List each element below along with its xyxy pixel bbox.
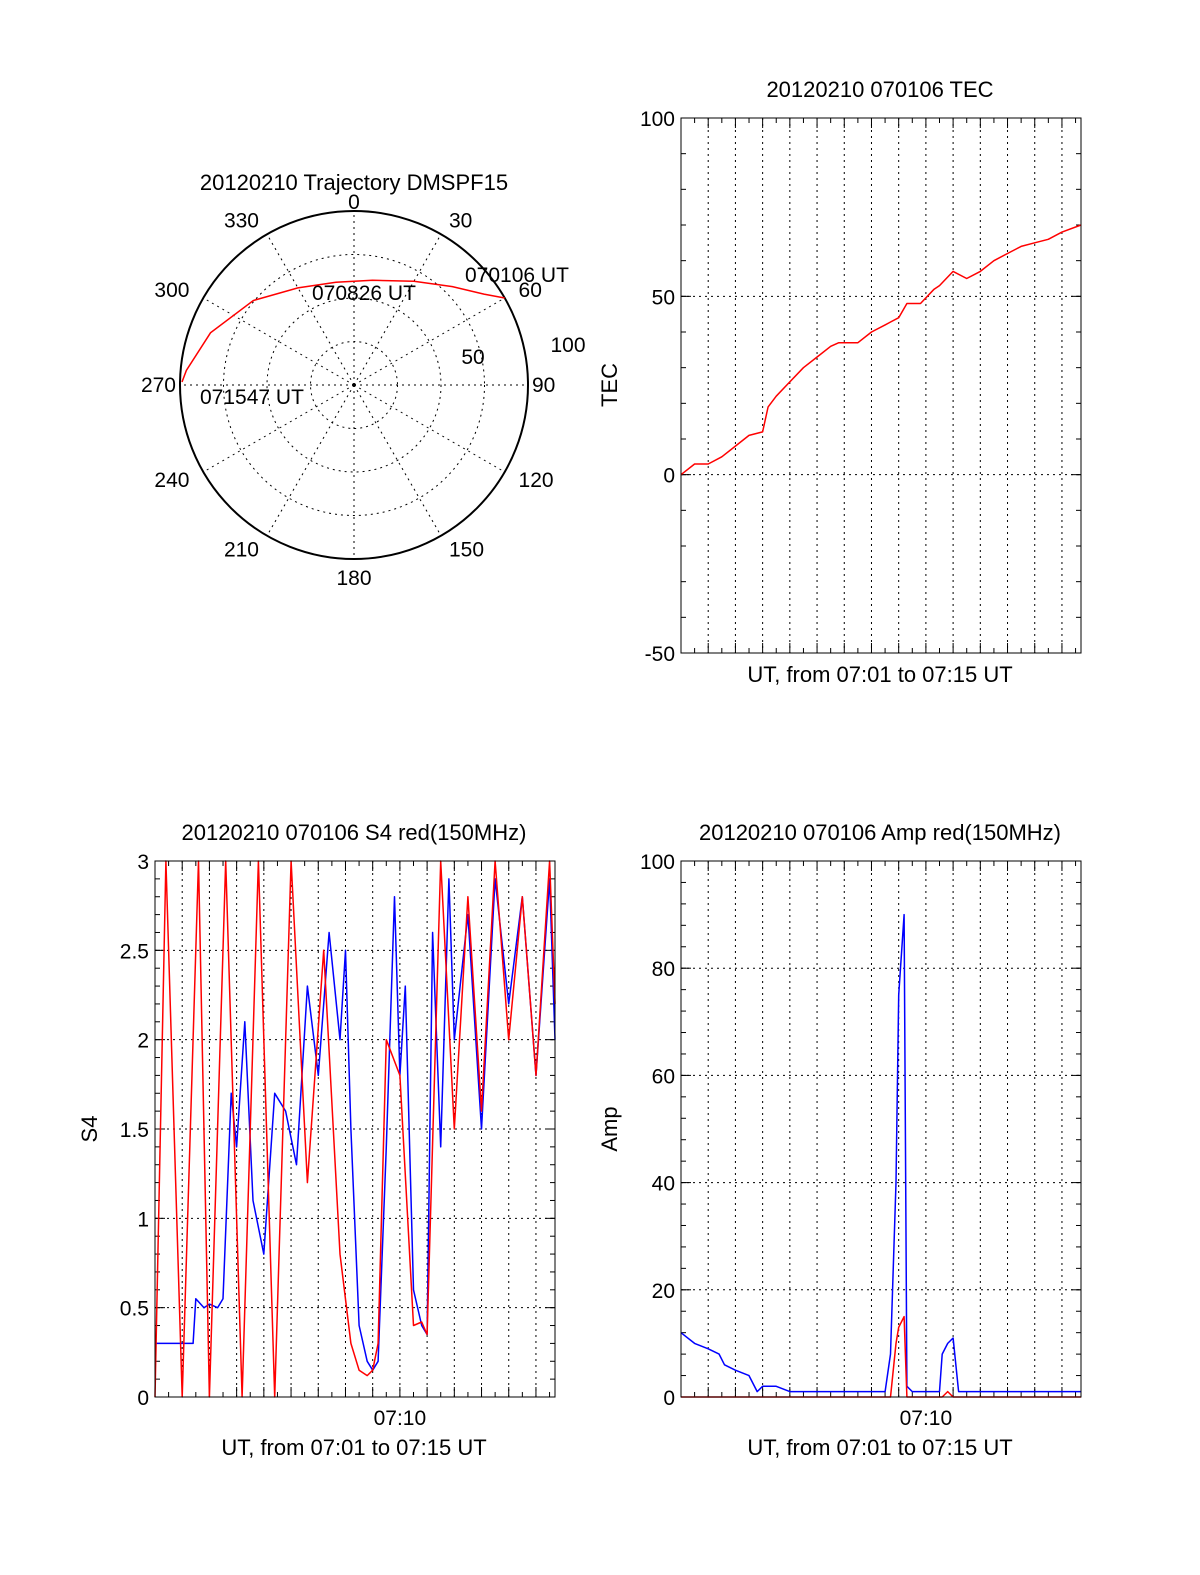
azimuth-label-240: 240: [154, 469, 189, 492]
s4-y-axis-label: S4: [77, 1116, 102, 1143]
polar-spoke-330: [266, 234, 355, 386]
tec-chart-title: 20120210 070106 TEC: [766, 77, 993, 102]
amp-ytick-label-2: 40: [652, 1173, 675, 1196]
polar-radial-labels: 50 100: [461, 334, 585, 369]
azimuth-label-270: 270: [141, 374, 176, 397]
tec-ytick-label-2: 50: [652, 286, 675, 309]
amp-series-1: [681, 1315, 1081, 1398]
s4-series-0: [155, 878, 556, 1371]
amp-ytick-label-3: 60: [652, 1065, 675, 1088]
amp-y-axis-label: Amp: [597, 1106, 622, 1151]
amp-chart: 20120210 070106 Amp red(150MHz) 0 20 40 60 8…: [597, 820, 1082, 1460]
polar-ring-2: [223, 254, 485, 516]
s4-ytick-label-0: 0: [137, 1387, 149, 1410]
tec-ytick-label-3: 100: [640, 108, 675, 131]
amp-tick-marks: [681, 860, 1081, 1398]
tec-tick-marks: [681, 117, 1081, 654]
amp-ytick-label-1: 20: [652, 1280, 675, 1303]
s4-xtick-label-0: 07:10: [374, 1407, 427, 1430]
azimuth-label-150: 150: [449, 539, 484, 562]
azimuth-label-30: 30: [449, 209, 472, 232]
s4-grid: [155, 861, 555, 1397]
s4-ytick-label-1: 0.5: [120, 1298, 149, 1321]
amp-y-tick-labels: 0 20 40 60 80 100: [640, 851, 675, 1410]
tec-chart: 20120210 070106 TEC -50 0 50 100 TEC UT, fr…: [597, 77, 1082, 687]
polar-outer-ring: [179, 210, 529, 560]
tec-ytick-label-1: 0: [663, 465, 675, 488]
azimuth-label-120: 120: [519, 469, 554, 492]
polar-grid: [180, 211, 528, 559]
polar-spoke-300: [203, 297, 355, 386]
s4-y-tick-labels: 0 0.5 1 1.5 2 2.5 3: [120, 851, 149, 1410]
annotation-end-time: 071547 UT: [200, 386, 304, 409]
tec-x-axis-label: UT, from 07:01 to 07:15 UT: [747, 662, 1012, 687]
polar-spoke-30: [353, 234, 442, 386]
azimuth-label-60: 60: [519, 279, 542, 302]
polar-chart-title: 20120210 Trajectory DMSPF15: [200, 170, 508, 195]
amp-xtick-label-0: 07:10: [900, 1407, 953, 1430]
annotation-start-time: 070106 UT: [465, 264, 569, 287]
radial-label-50: 50: [461, 346, 484, 369]
s4-ytick-label-2: 1: [137, 1208, 149, 1231]
amp-ytick-label-4: 80: [652, 958, 675, 981]
tec-plot-frame: [680, 117, 1082, 654]
s4-x-tick-labels: 07:10: [374, 1407, 427, 1430]
radial-label-100: 100: [550, 334, 585, 357]
tec-y-tick-labels: -50 0 50 100: [640, 108, 675, 666]
tec-series-0: [680, 224, 1082, 476]
amp-chart-title: 20120210 070106 Amp red(150MHz): [699, 820, 1061, 845]
s4-ytick-label-6: 3: [137, 851, 149, 874]
polar-azimuth-labels: 0 30 60 90 120 150 180 210 240 270 300 330: [141, 191, 555, 590]
azimuth-label-90: 90: [532, 374, 555, 397]
tec-grid: [681, 118, 1081, 653]
annotation-mid-time: 070826 UT: [312, 282, 416, 305]
amp-ytick-label-0: 0: [663, 1387, 675, 1410]
polar-spoke-150: [353, 384, 442, 536]
amp-ytick-label-5: 100: [640, 851, 675, 874]
polar-spoke-240: [203, 384, 355, 473]
amp-series-0: [680, 913, 1081, 1393]
amp-plot-frame: [680, 860, 1082, 1398]
trajectory-line: [181, 279, 505, 383]
azimuth-label-0: 0: [348, 191, 360, 214]
polar-spoke-120: [353, 384, 505, 473]
s4-series-group: [154, 860, 556, 1398]
azimuth-label-300: 300: [154, 279, 189, 302]
tec-series-group: [680, 224, 1082, 476]
polar-spoke-60: [353, 297, 505, 386]
s4-plot-frame: [154, 860, 556, 1398]
tec-ytick-label-0: -50: [645, 643, 675, 666]
tec-y-axis-label: TEC: [597, 363, 622, 407]
s4-x-axis-label: UT, from 07:01 to 07:15 UT: [221, 1435, 486, 1460]
s4-ytick-label-5: 2.5: [120, 940, 149, 963]
s4-ytick-label-3: 1.5: [120, 1119, 149, 1142]
s4-chart-title: 20120210 070106 S4 red(150MHz): [182, 820, 527, 845]
azimuth-label-180: 180: [336, 567, 371, 590]
azimuth-label-330: 330: [224, 209, 259, 232]
polar-ring-1: [266, 297, 442, 473]
polar-trajectory-chart: 20120210 Trajectory DMSPF15 0 30 60 90 120 15…: [141, 170, 586, 590]
s4-ytick-label-4: 2: [137, 1030, 149, 1053]
azimuth-label-210: 210: [224, 539, 259, 562]
polar-spoke-210: [266, 384, 355, 536]
amp-series-group: [680, 913, 1081, 1398]
s4-chart: 20120210 070106 S4 red(150MHz) 0 0.5 1 1.5 2…: [77, 820, 556, 1460]
s4-series-1: [154, 860, 556, 1398]
amp-x-axis-label: UT, from 07:01 to 07:15 UT: [747, 1435, 1012, 1460]
amp-grid: [681, 861, 1081, 1397]
amp-x-tick-labels: 07:10: [900, 1407, 953, 1430]
